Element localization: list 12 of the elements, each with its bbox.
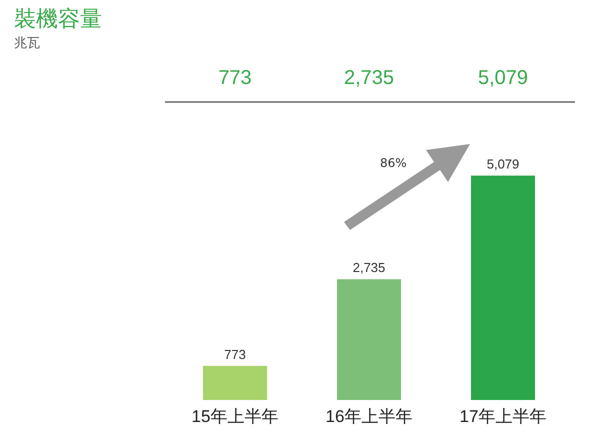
data-label: 5,079 [478, 67, 528, 89]
x-tick-label: 16年上半年 [326, 407, 412, 426]
chart-title: 裝機容量 [14, 6, 102, 34]
text: 兆瓦 [14, 35, 40, 52]
text: 773 [224, 346, 246, 362]
data-label: 2,735 [344, 67, 394, 89]
text: 5,079 [486, 156, 520, 172]
x-tick-label: 15年上半年 [192, 407, 278, 426]
x-tick-label: 17年上半年 [460, 407, 546, 426]
data-label: 773 [218, 67, 252, 89]
text: 86% [380, 156, 407, 170]
text: 2,735 [352, 260, 386, 276]
